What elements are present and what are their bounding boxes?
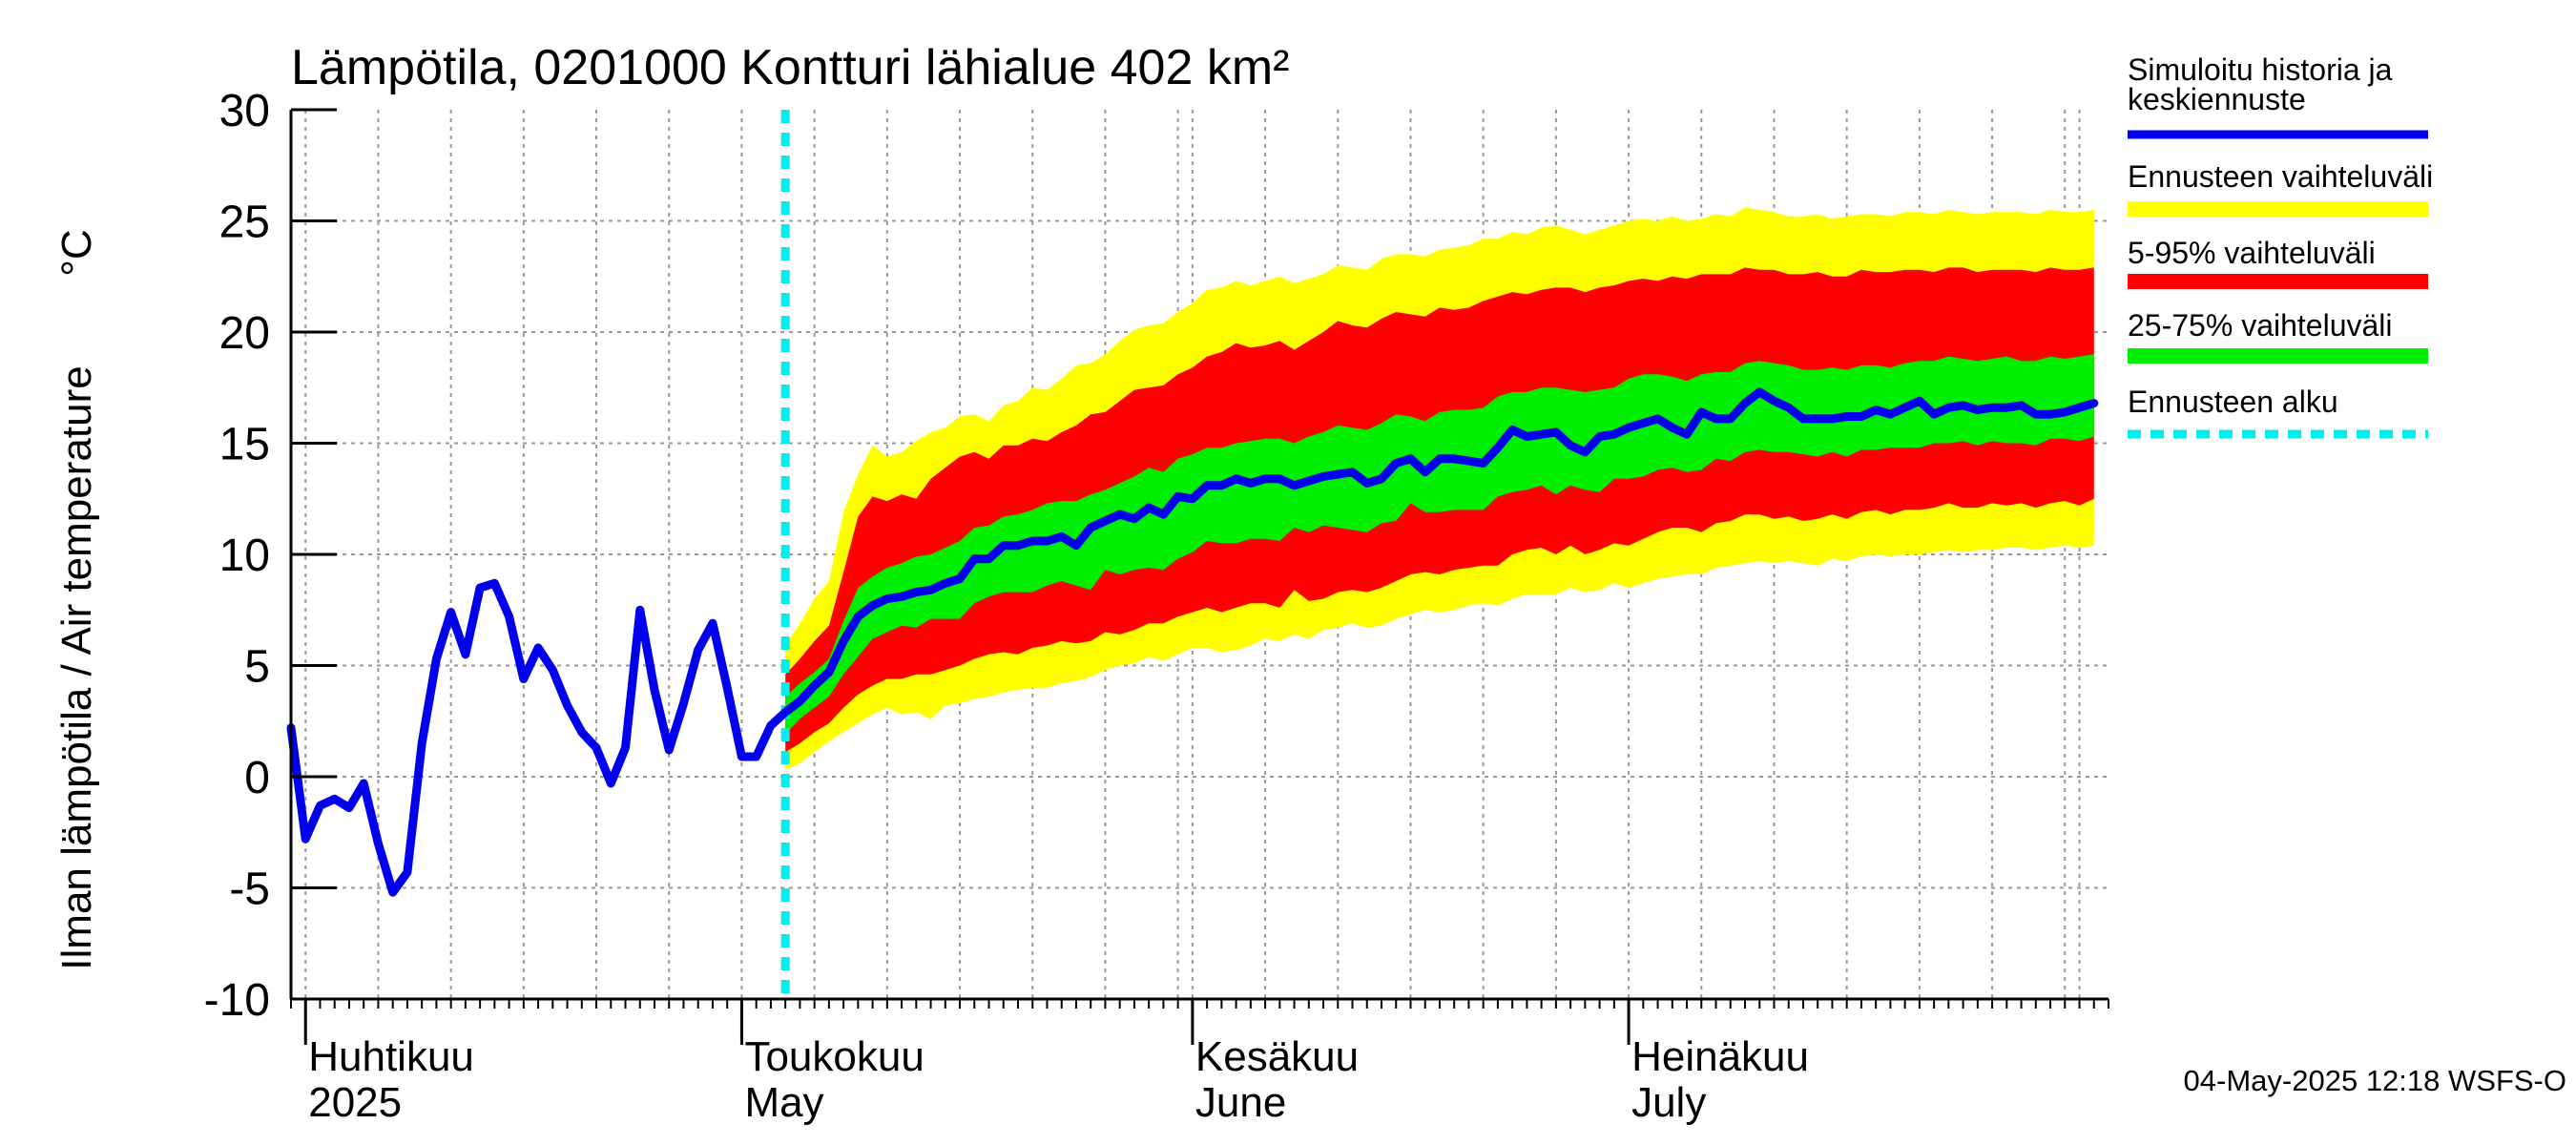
y-axis-label: Ilman lämpötila / Air temperature — [53, 365, 100, 969]
timestamp-label: 04-May-2025 12:18 WSFS-O — [2184, 1064, 2566, 1097]
x-month-label: Kesäkuu — [1195, 1033, 1359, 1080]
y-tick-label: -5 — [229, 864, 270, 915]
legend-label: keskiennuste — [2128, 82, 2306, 116]
tick-labels: -10-5051015202530Huhtikuu2025ToukokuuMay… — [204, 86, 1809, 1126]
simulated-median-line — [286, 387, 2099, 897]
y-tick-label: 5 — [244, 642, 270, 693]
y-axis-unit: °C — [53, 229, 100, 276]
legend-swatch — [2128, 201, 2428, 217]
x-month-sublabel: July — [1631, 1079, 1706, 1126]
series-lines — [286, 110, 2099, 999]
y-tick-label: 25 — [219, 198, 270, 248]
forecast-bands — [785, 207, 2094, 770]
y-tick-label: 30 — [219, 86, 270, 136]
legend-label: Ennusteen alku — [2128, 385, 2338, 419]
y-tick-label: -10 — [204, 975, 270, 1026]
x-month-sublabel: June — [1195, 1079, 1286, 1126]
legend-label: 5-95% vaihteluväli — [2128, 236, 2376, 270]
x-month-label: Heinäkuu — [1631, 1033, 1809, 1080]
x-month-sublabel: 2025 — [308, 1079, 402, 1126]
y-tick-label: 15 — [219, 420, 270, 470]
legend-swatch — [2128, 348, 2428, 364]
y-tick-label: 20 — [219, 308, 270, 359]
y-tick-label: 10 — [219, 531, 270, 581]
legend-label: Simuloitu historia ja — [2128, 52, 2393, 87]
axes — [289, 108, 2109, 1045]
chart-title: Lämpötila, 0201000 Kontturi lähialue 402… — [291, 40, 1289, 95]
range-band-25-75 — [785, 354, 2094, 735]
y-tick-label: 0 — [244, 753, 270, 803]
legend-label: 25-75% vaihteluväli — [2128, 308, 2393, 343]
legend-swatch — [2128, 274, 2428, 289]
legend-label: Ennusteen vaihteluväli — [2128, 159, 2433, 194]
x-month-sublabel: May — [744, 1079, 823, 1126]
x-month-label: Huhtikuu — [308, 1033, 474, 1080]
x-month-label: Toukokuu — [744, 1033, 924, 1080]
